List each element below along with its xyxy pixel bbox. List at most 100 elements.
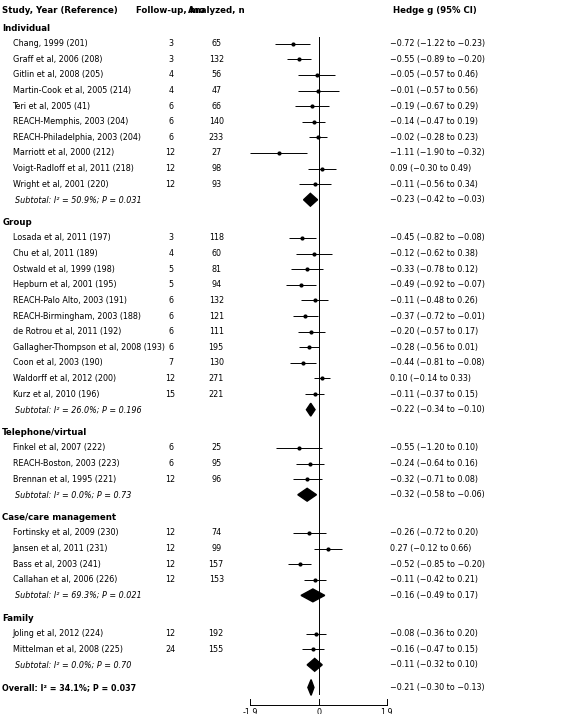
Polygon shape xyxy=(307,658,322,671)
Text: 12: 12 xyxy=(166,560,176,568)
Text: 192: 192 xyxy=(209,629,224,638)
Text: −0.05 (−0.57 to 0.46): −0.05 (−0.57 to 0.46) xyxy=(390,71,478,79)
Text: de Rotrou et al, 2011 (192): de Rotrou et al, 2011 (192) xyxy=(13,327,121,336)
Text: 66: 66 xyxy=(211,101,221,111)
Text: 6: 6 xyxy=(168,343,173,352)
Text: Ostwald et al, 1999 (198): Ostwald et al, 1999 (198) xyxy=(13,265,114,273)
Text: Jansen et al, 2011 (231): Jansen et al, 2011 (231) xyxy=(13,544,108,553)
Polygon shape xyxy=(301,589,325,602)
Text: 271: 271 xyxy=(209,374,224,383)
Polygon shape xyxy=(307,403,315,416)
Text: 65: 65 xyxy=(211,39,221,49)
Text: −0.11 (−0.42 to 0.21): −0.11 (−0.42 to 0.21) xyxy=(390,575,478,584)
Text: −0.32 (−0.71 to 0.08): −0.32 (−0.71 to 0.08) xyxy=(390,475,478,483)
Text: Voigt-Radloff et al, 2011 (218): Voigt-Radloff et al, 2011 (218) xyxy=(13,164,133,173)
Text: 4: 4 xyxy=(168,71,173,79)
Text: 4: 4 xyxy=(168,249,173,258)
Text: 140: 140 xyxy=(209,117,224,126)
Text: −0.37 (−0.72 to −0.01): −0.37 (−0.72 to −0.01) xyxy=(390,311,485,321)
Text: 47: 47 xyxy=(211,86,221,95)
Text: 96: 96 xyxy=(211,475,221,483)
Text: 12: 12 xyxy=(166,180,176,188)
Text: Individual: Individual xyxy=(2,24,50,33)
Text: 12: 12 xyxy=(166,629,176,638)
Text: −0.16 (−0.49 to 0.17): −0.16 (−0.49 to 0.17) xyxy=(390,591,478,600)
Text: −0.11 (−0.48 to 0.26): −0.11 (−0.48 to 0.26) xyxy=(390,296,477,305)
Text: 0.27 (−0.12 to 0.66): 0.27 (−0.12 to 0.66) xyxy=(390,544,471,553)
Text: −0.45 (−0.82 to −0.08): −0.45 (−0.82 to −0.08) xyxy=(390,233,485,243)
Text: −0.33 (−0.78 to 0.12): −0.33 (−0.78 to 0.12) xyxy=(390,265,478,273)
Text: 95: 95 xyxy=(211,459,221,468)
Text: −0.01 (−0.57 to 0.56): −0.01 (−0.57 to 0.56) xyxy=(390,86,478,95)
Text: Bass et al, 2003 (241): Bass et al, 2003 (241) xyxy=(13,560,100,568)
Text: REACH-Philadelphia, 2003 (204): REACH-Philadelphia, 2003 (204) xyxy=(13,133,141,142)
Text: 7: 7 xyxy=(168,358,174,367)
Text: 3: 3 xyxy=(168,233,173,243)
Text: −0.11 (−0.32 to 0.10): −0.11 (−0.32 to 0.10) xyxy=(390,660,477,669)
Text: 111: 111 xyxy=(209,327,224,336)
Text: 5: 5 xyxy=(168,281,174,289)
Polygon shape xyxy=(298,488,316,501)
Text: 74: 74 xyxy=(211,528,221,538)
Text: 132: 132 xyxy=(209,296,224,305)
Text: 118: 118 xyxy=(209,233,224,243)
Text: 6: 6 xyxy=(168,296,173,305)
Text: Teri et al, 2005 (41): Teri et al, 2005 (41) xyxy=(13,101,90,111)
Text: Subtotal: I² = 69.3%; P = 0.021: Subtotal: I² = 69.3%; P = 0.021 xyxy=(15,591,142,600)
Text: −0.02 (−0.28 to 0.23): −0.02 (−0.28 to 0.23) xyxy=(390,133,478,142)
Text: REACH-Palo Alto, 2003 (191): REACH-Palo Alto, 2003 (191) xyxy=(13,296,126,305)
Text: 25: 25 xyxy=(211,443,221,453)
Text: Gitlin et al, 2008 (205): Gitlin et al, 2008 (205) xyxy=(13,71,103,79)
Text: Hepburn et al, 2001 (195): Hepburn et al, 2001 (195) xyxy=(13,281,116,289)
Text: Losada et al, 2011 (197): Losada et al, 2011 (197) xyxy=(13,233,110,243)
Text: 6: 6 xyxy=(168,443,173,453)
Text: 12: 12 xyxy=(166,544,176,553)
Text: 6: 6 xyxy=(168,117,173,126)
Text: 56: 56 xyxy=(211,71,221,79)
Text: 27: 27 xyxy=(211,149,221,158)
Text: 121: 121 xyxy=(209,311,224,321)
Text: Gallagher-Thompson et al, 2008 (193): Gallagher-Thompson et al, 2008 (193) xyxy=(13,343,164,352)
Text: −0.55 (−1.20 to 0.10): −0.55 (−1.20 to 0.10) xyxy=(390,443,478,453)
Text: 60: 60 xyxy=(211,249,221,258)
Text: Hedge g (95% CI): Hedge g (95% CI) xyxy=(393,6,476,15)
Text: −0.11 (−0.56 to 0.34): −0.11 (−0.56 to 0.34) xyxy=(390,180,477,188)
Text: 12: 12 xyxy=(166,475,176,483)
Text: Family: Family xyxy=(2,613,34,623)
Text: 6: 6 xyxy=(168,133,173,142)
Text: 6: 6 xyxy=(168,327,173,336)
Text: Fortinsky et al, 2009 (230): Fortinsky et al, 2009 (230) xyxy=(13,528,118,538)
Text: 12: 12 xyxy=(166,575,176,584)
Text: Joling et al, 2012 (224): Joling et al, 2012 (224) xyxy=(13,629,104,638)
Text: −0.12 (−0.62 to 0.38): −0.12 (−0.62 to 0.38) xyxy=(390,249,478,258)
Text: 3: 3 xyxy=(168,55,173,64)
Text: -1.9: -1.9 xyxy=(242,708,258,714)
Text: 233: 233 xyxy=(209,133,224,142)
Text: 157: 157 xyxy=(209,560,224,568)
Text: Mittelman et al, 2008 (225): Mittelman et al, 2008 (225) xyxy=(13,645,122,654)
Text: Chang, 1999 (201): Chang, 1999 (201) xyxy=(13,39,87,49)
Text: 12: 12 xyxy=(166,164,176,173)
Text: −0.52 (−0.85 to −0.20): −0.52 (−0.85 to −0.20) xyxy=(390,560,485,568)
Text: 99: 99 xyxy=(211,544,221,553)
Text: Coon et al, 2003 (190): Coon et al, 2003 (190) xyxy=(13,358,102,367)
Text: 3: 3 xyxy=(168,39,173,49)
Text: −0.08 (−0.36 to 0.20): −0.08 (−0.36 to 0.20) xyxy=(390,629,477,638)
Text: −0.24 (−0.64 to 0.16): −0.24 (−0.64 to 0.16) xyxy=(390,459,477,468)
Text: 94: 94 xyxy=(211,281,221,289)
Text: −0.19 (−0.67 to 0.29): −0.19 (−0.67 to 0.29) xyxy=(390,101,478,111)
Text: 221: 221 xyxy=(209,390,224,398)
Text: 81: 81 xyxy=(211,265,221,273)
Text: 12: 12 xyxy=(166,528,176,538)
Text: Waldorff et al, 2012 (200): Waldorff et al, 2012 (200) xyxy=(13,374,116,383)
Text: −0.49 (−0.92 to −0.07): −0.49 (−0.92 to −0.07) xyxy=(390,281,485,289)
Text: 4: 4 xyxy=(168,86,173,95)
Text: 0.10 (−0.14 to 0.33): 0.10 (−0.14 to 0.33) xyxy=(390,374,471,383)
Text: 12: 12 xyxy=(166,149,176,158)
Text: −0.44 (−0.81 to −0.08): −0.44 (−0.81 to −0.08) xyxy=(390,358,484,367)
Text: 6: 6 xyxy=(168,459,173,468)
Text: 195: 195 xyxy=(209,343,224,352)
Text: Subtotal: I² = 26.0%; P = 0.196: Subtotal: I² = 26.0%; P = 0.196 xyxy=(15,405,142,414)
Text: Study, Year (Reference): Study, Year (Reference) xyxy=(2,6,118,15)
Text: −0.23 (−0.42 to −0.03): −0.23 (−0.42 to −0.03) xyxy=(390,195,485,204)
